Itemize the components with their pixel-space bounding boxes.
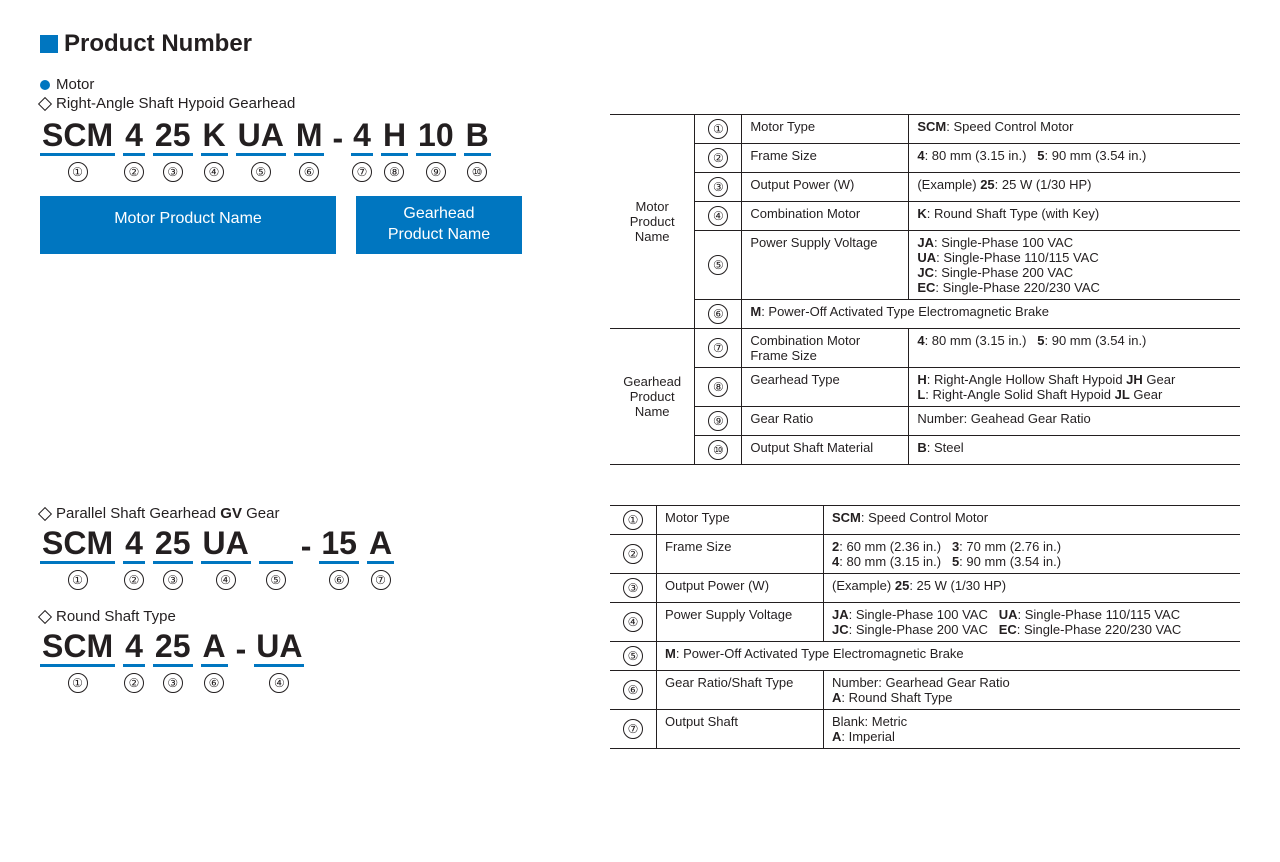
table-row: ④Power Supply VoltageJA: Single-Phase 10… [610, 603, 1240, 642]
table-row: Gearhead Product Name⑦Combination Motor … [610, 329, 1240, 368]
table-row: ④Combination MotorK: Round Shaft Type (w… [610, 202, 1240, 231]
table-row: ②Frame Size2: 60 mm (2.36 in.) 3: 70 mm … [610, 535, 1240, 574]
code-segment: UA④ [254, 629, 304, 693]
code-segment: 25③ [153, 526, 193, 590]
code-segment: B⑩ [464, 118, 491, 182]
code-segment: A⑥ [201, 629, 228, 693]
code-segment: 4② [123, 526, 145, 590]
code-segment: 4② [123, 629, 145, 693]
code-segment: SCM① [40, 118, 115, 182]
hypoid-heading: Right-Angle Shaft Hypoid Gearhead [56, 95, 295, 112]
table-row: ⑥Gear Ratio/Shaft TypeNumber: Gearhead G… [610, 671, 1240, 710]
code-segment: 25③ [153, 118, 193, 182]
table-row: ⑨Gear RatioNumber: Geahead Gear Ratio [610, 407, 1240, 436]
diamond-bullet-icon [38, 506, 52, 520]
table-row: Motor Product Name①Motor TypeSCM: Speed … [610, 115, 1240, 144]
code-segment: 10⑨ [416, 118, 456, 182]
table-row: ⑦Output ShaftBlank: MetricA: Imperial [610, 710, 1240, 749]
code-segment: UA⑤ [236, 118, 286, 182]
motor-heading-row: Motor [40, 76, 1240, 93]
page-title: Product Number [64, 30, 252, 58]
table-row: ⑩Output Shaft MaterialB: Steel [610, 436, 1240, 465]
table-row: ⑤M: Power-Off Activated Type Electromagn… [610, 642, 1240, 671]
product-code-round: SCM①4②25③A⑥- UA④ [40, 629, 590, 693]
title-bullet-square [40, 35, 58, 53]
hypoid-heading-row: Right-Angle Shaft Hypoid Gearhead [40, 95, 1240, 112]
code-segment: 15⑥ [319, 526, 359, 590]
table-row: ③Output Power (W)(Example) 25: 25 W (1/3… [610, 173, 1240, 202]
spec-table-hypoid: Motor Product Name①Motor TypeSCM: Speed … [610, 114, 1240, 465]
round-heading: Round Shaft Type [56, 608, 176, 625]
code-segment: A⑦ [367, 526, 394, 590]
table-row: ③Output Power (W)(Example) 25: 25 W (1/3… [610, 574, 1240, 603]
spec-table-parallel: ①Motor TypeSCM: Speed Control Motor②Fram… [610, 505, 1240, 749]
code-segment: K④ [201, 118, 228, 182]
table-row: ①Motor TypeSCM: Speed Control Motor [610, 506, 1240, 535]
code-segment: SCM① [40, 526, 115, 590]
motor-heading: Motor [56, 76, 94, 93]
round-heading-row: Round Shaft Type [40, 608, 590, 625]
table-row: ⑤Power Supply VoltageJA: Single-Phase 10… [610, 231, 1240, 300]
code-segment: 4⑦ [351, 118, 373, 182]
code-segment: 25③ [153, 629, 193, 693]
product-code-parallel: SCM①4②25③UA④ ⑤- 15⑥A⑦ [40, 526, 590, 590]
table-row: ②Frame Size4: 80 mm (3.15 in.) 5: 90 mm … [610, 144, 1240, 173]
gearhead-product-name-box: Gearhead Product Name [356, 196, 522, 254]
motor-product-name-box: Motor Product Name [40, 196, 336, 254]
table-row: ⑧Gearhead TypeH: Right-Angle Hollow Shaf… [610, 368, 1240, 407]
parallel-heading: Parallel Shaft Gearhead GV Gear [56, 505, 279, 522]
code-segment: M⑥ [294, 118, 325, 182]
code-segment: 4② [123, 118, 145, 182]
code-segment: H⑧ [381, 118, 408, 182]
parallel-heading-row: Parallel Shaft Gearhead GV Gear [40, 505, 590, 522]
table-row: ⑥M: Power-Off Activated Type Electromagn… [610, 300, 1240, 329]
circle-bullet-icon [40, 80, 50, 90]
code-segment: UA④ [201, 526, 251, 590]
page-title-row: Product Number [40, 30, 1240, 58]
product-code-hypoid: SCM①4②25③K④UA⑤M⑥- 4⑦H⑧10⑨B⑩ [40, 118, 590, 182]
diamond-bullet-icon [38, 96, 52, 110]
code-segment: SCM① [40, 629, 115, 693]
diamond-bullet-icon [38, 610, 52, 624]
